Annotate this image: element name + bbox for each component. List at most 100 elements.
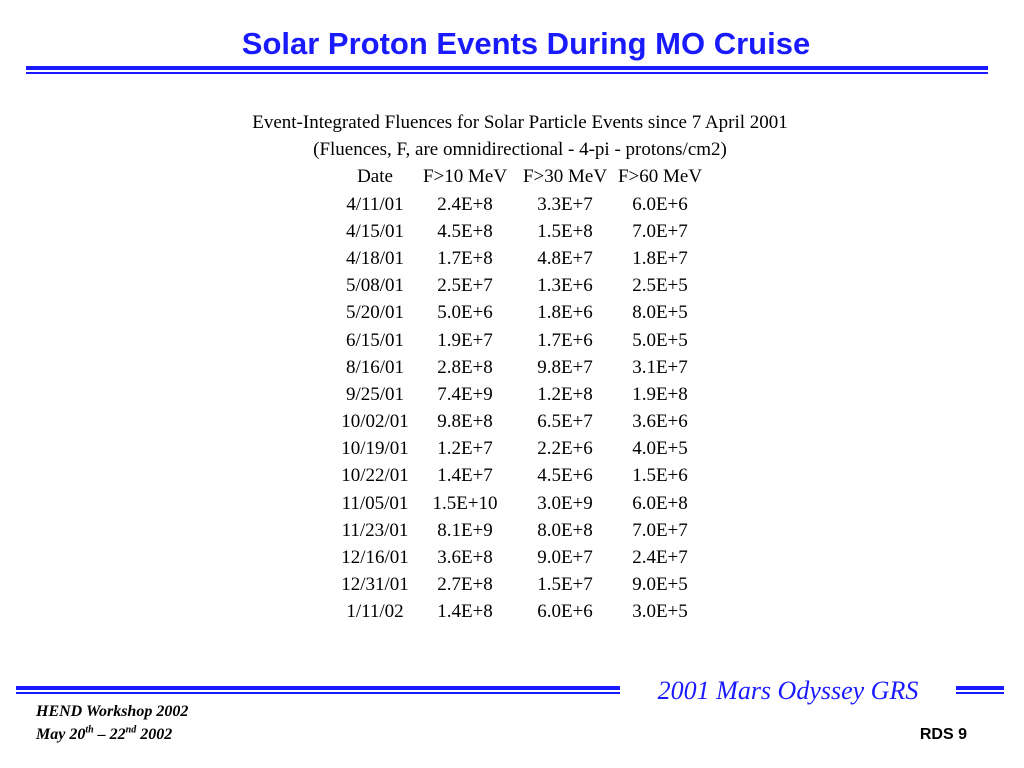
cell-f10: 1.4E+7 <box>437 465 493 487</box>
cell-f10: 1.5E+10 <box>432 492 498 514</box>
table-body: 4/11/01 2.4E+8 3.3E+7 6.0E+6 4/15/01 4.5E+8 1.… <box>0 191 1024 626</box>
cell-f60: 2.4E+7 <box>632 547 688 568</box>
cell-f30: 6.0E+6 <box>537 601 593 623</box>
cell-f30: 1.5E+7 <box>537 574 593 596</box>
cell-f10: 2.5E+7 <box>437 275 493 297</box>
cell-date: 12/16/01 <box>341 547 409 568</box>
cell-f30: 3.3E+7 <box>537 193 593 215</box>
cell-f10: 1.7E+8 <box>437 247 493 269</box>
cell-f60: 7.0E+7 <box>632 220 688 242</box>
table-row: 6/15/01 1.9E+7 1.7E+6 5.0E+5 <box>0 327 1024 354</box>
cell-f60: 3.1E+7 <box>632 356 688 378</box>
cell-date: 8/16/01 <box>345 356 405 378</box>
footer-date: May 20th – 22nd 2002 <box>36 723 188 746</box>
cell-f10: 1.4E+8 <box>437 601 493 623</box>
cell-f30: 1.3E+6 <box>537 275 593 297</box>
cell-f60: 1.8E+7 <box>632 247 688 269</box>
footer-brand: 2001 Mars Odyssey GRS <box>657 676 919 705</box>
footer-rule-right-thick <box>956 686 1004 690</box>
footer-date-sup2: nd <box>125 724 137 736</box>
cell-f10: 2.4E+8 <box>437 193 493 215</box>
cell-f10: 1.2E+7 <box>437 438 493 460</box>
cell-date: 10/19/01 <box>341 438 409 460</box>
fluence-table: Event-Integrated Fluences for Solar Part… <box>0 109 1024 626</box>
table-row: 1/11/02 1.4E+8 6.0E+6 3.0E+5 <box>0 598 1024 625</box>
title-rule-thin <box>26 72 988 74</box>
footer-rule-left-thin <box>16 692 620 694</box>
cell-f10: 2.8E+8 <box>437 356 493 378</box>
cell-f60: 6.0E+8 <box>632 492 688 514</box>
cell-f10: 9.8E+8 <box>437 411 493 433</box>
footer-date-prefix: May 20 <box>36 726 86 743</box>
cell-date: 4/15/01 <box>345 220 405 242</box>
table-row: 10/19/01 1.2E+7 2.2E+6 4.0E+5 <box>0 435 1024 462</box>
table-row: 5/08/01 2.5E+7 1.3E+6 2.5E+5 <box>0 272 1024 299</box>
cell-f30: 9.0E+7 <box>537 547 593 568</box>
column-header-f30: F>30 MeV <box>522 166 608 188</box>
cell-f60: 3.0E+5 <box>632 601 688 623</box>
cell-f30: 9.8E+7 <box>537 356 593 378</box>
table-row: 4/18/01 1.7E+8 4.8E+7 1.8E+7 <box>0 245 1024 272</box>
cell-date: 12/31/01 <box>341 574 409 596</box>
cell-f30: 1.2E+8 <box>537 383 593 405</box>
table-row: 11/05/01 1.5E+10 3.0E+9 6.0E+8 <box>0 490 1024 517</box>
intro-line: Event-Integrated Fluences for Solar Part… <box>252 112 788 133</box>
page-number: RDS 9 <box>919 726 967 743</box>
cell-f10: 3.6E+8 <box>437 547 493 568</box>
cell-f60: 8.0E+5 <box>632 302 688 324</box>
table-row: 11/23/01 8.1E+9 8.0E+8 7.0E+7 <box>0 517 1024 544</box>
table-row: 12/31/01 2.7E+8 1.5E+7 9.0E+5 <box>0 571 1024 598</box>
slide-title: Solar Proton Events During MO Cruise <box>241 26 811 61</box>
table-row: 10/22/01 1.4E+7 4.5E+6 1.5E+6 <box>0 462 1024 489</box>
cell-f30: 3.0E+9 <box>537 492 593 514</box>
cell-f60: 2.5E+5 <box>632 275 688 297</box>
cell-f30: 6.5E+7 <box>537 411 593 433</box>
cell-f60: 1.9E+8 <box>632 383 688 405</box>
cell-f60: 3.6E+6 <box>632 411 688 433</box>
cell-date: 5/08/01 <box>345 275 405 297</box>
cell-date: 11/05/01 <box>341 492 409 514</box>
cell-date: 10/22/01 <box>341 465 409 487</box>
footer-workshop: HEND Workshop 2002 <box>36 703 189 720</box>
table-row: 9/25/01 7.4E+9 1.2E+8 1.9E+8 <box>0 381 1024 408</box>
cell-f60: 1.5E+6 <box>632 465 688 487</box>
cell-date: 1/11/02 <box>346 601 404 623</box>
cell-f30: 2.2E+6 <box>537 438 593 460</box>
footer-date-suffix: 2002 <box>136 726 173 743</box>
cell-f30: 1.7E+6 <box>537 329 593 351</box>
cell-f60: 5.0E+5 <box>632 329 688 351</box>
table-row: 12/16/01 3.6E+8 9.0E+7 2.4E+7 <box>0 544 1024 571</box>
column-header-date: Date <box>357 166 393 188</box>
cell-date: 5/20/01 <box>345 302 405 324</box>
footer-rule-right-thin <box>956 692 1004 694</box>
cell-date: 10/02/01 <box>341 411 409 433</box>
cell-date: 6/15/01 <box>345 329 405 351</box>
footer-event-info: HEND Workshop 2002 May 20th – 22nd 2002 <box>36 700 188 746</box>
cell-f10: 2.7E+8 <box>437 574 493 596</box>
cell-f10: 5.0E+6 <box>437 302 493 324</box>
table-header-row: Date F>10 MeV F>30 MeV F>60 MeV <box>0 163 1024 190</box>
cell-f30: 8.0E+8 <box>537 519 593 541</box>
cell-date: 4/18/01 <box>345 247 405 269</box>
footer-date-mid: – 22 <box>93 726 126 743</box>
cell-f30: 1.8E+6 <box>537 302 593 324</box>
cell-f30: 4.5E+6 <box>537 465 593 487</box>
cell-f10: 7.4E+9 <box>437 383 493 405</box>
cell-f10: 8.1E+9 <box>437 519 493 541</box>
table-row: 10/02/01 9.8E+8 6.5E+7 3.6E+6 <box>0 408 1024 435</box>
column-header-f10: F>10 MeV <box>422 166 508 188</box>
cell-date: 4/11/01 <box>346 193 404 215</box>
footer-rule-left-thick <box>16 686 620 690</box>
table-row: 4/15/01 4.5E+8 1.5E+8 7.0E+7 <box>0 218 1024 245</box>
title-rule-thick <box>26 66 988 70</box>
footer-date-sup1: th <box>85 724 94 736</box>
cell-f60: 4.0E+5 <box>632 438 688 460</box>
table-row: 5/20/01 5.0E+6 1.8E+6 8.0E+5 <box>0 299 1024 326</box>
cell-f60: 7.0E+7 <box>632 519 688 541</box>
cell-f10: 4.5E+8 <box>437 220 493 242</box>
table-row: 4/11/01 2.4E+8 3.3E+7 6.0E+6 <box>0 191 1024 218</box>
cell-date: 9/25/01 <box>345 383 405 405</box>
intro-line: (Fluences, F, are omnidirectional - 4-pi… <box>313 139 727 161</box>
cell-f60: 9.0E+5 <box>632 574 688 596</box>
cell-f30: 4.8E+7 <box>537 247 593 269</box>
